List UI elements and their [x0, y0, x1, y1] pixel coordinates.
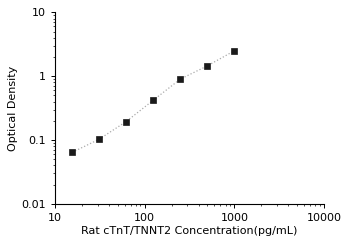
X-axis label: Rat cTnT/TNNT2 Concentration(pg/mL): Rat cTnT/TNNT2 Concentration(pg/mL)	[81, 226, 298, 236]
Y-axis label: Optical Density: Optical Density	[8, 65, 18, 151]
